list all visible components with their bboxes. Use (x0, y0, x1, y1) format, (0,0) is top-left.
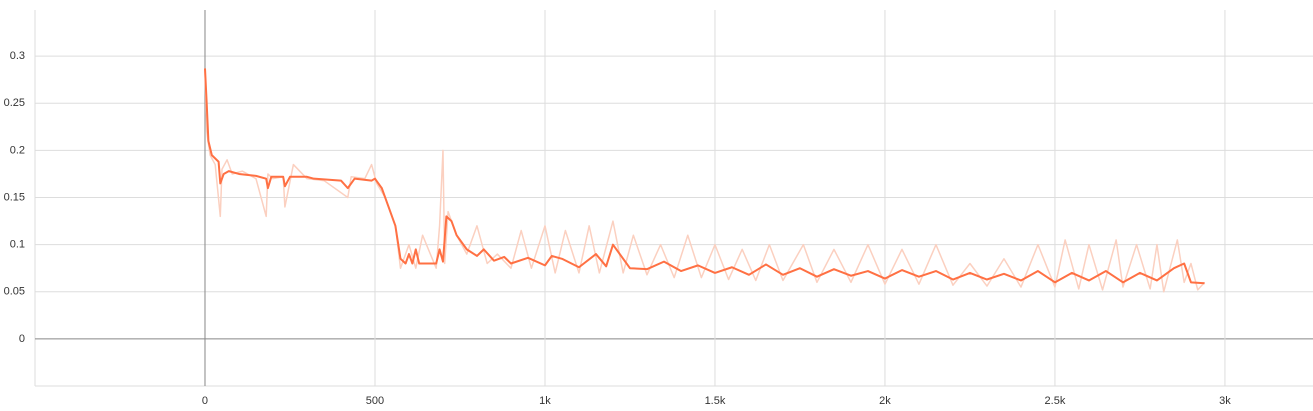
x-tick-label: 1k (539, 395, 551, 407)
x-tick-label: 1.5k (705, 395, 726, 407)
series-line (204, 68, 1206, 293)
y-tick-label: 0.15 (4, 191, 25, 203)
y-tick-label: 0.2 (10, 144, 25, 156)
x-tick-label: 2k (879, 395, 891, 407)
y-tick-label: 0.05 (4, 286, 25, 298)
y-tick-label: 0.25 (4, 97, 25, 109)
series-line (203, 68, 1205, 285)
y-tick-label: 0 (19, 333, 25, 345)
y-tick-label: 0.3 (10, 50, 25, 62)
x-tick-label: 0 (202, 395, 208, 407)
x-tick-label: 2.5k (1045, 395, 1066, 407)
x-tick-label: 500 (366, 395, 384, 407)
y-tick-label: 0.1 (10, 239, 25, 251)
x-tick-label: 3k (1219, 395, 1231, 407)
